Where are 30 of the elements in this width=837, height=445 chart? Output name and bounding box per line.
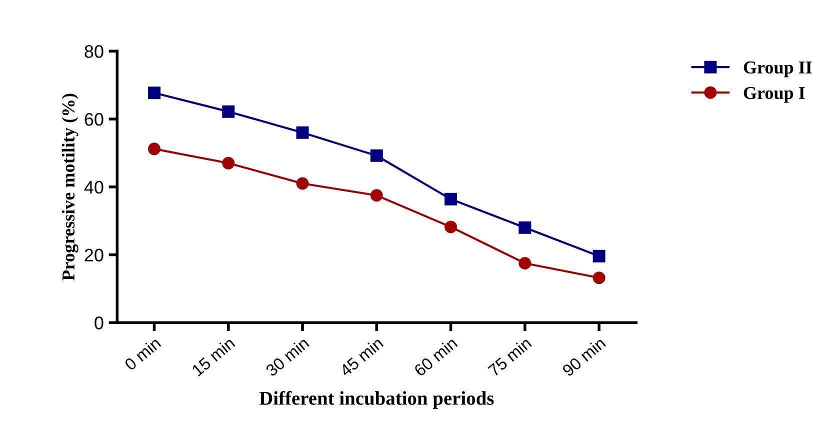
x-tick-label: 75 min [487, 336, 532, 377]
y-tick-label: 20 [84, 248, 104, 262]
x-axis-title: Different incubation periods [259, 390, 494, 409]
point [370, 149, 383, 162]
y-tick-label: 80 [84, 45, 104, 58]
point [444, 220, 458, 234]
x-tick-label: 60 min [413, 336, 458, 377]
y-tick-label: 0 [94, 316, 104, 330]
point [370, 189, 383, 202]
legend-label: Group I [744, 86, 805, 103]
point [148, 142, 160, 156]
point [296, 177, 309, 190]
point [222, 156, 235, 170]
point [296, 126, 309, 139]
x-tick-label: 90 min [561, 336, 606, 377]
x-tick-label: 30 min [264, 336, 310, 377]
x-tick-label: 0 min [124, 336, 162, 371]
point [148, 86, 160, 100]
y-axis-title: Progressive motility (%) [62, 94, 78, 281]
point [222, 105, 235, 118]
point [444, 192, 458, 206]
point [592, 272, 606, 284]
point [518, 256, 532, 270]
y-tick-label: 40 [84, 180, 104, 194]
point [592, 250, 606, 262]
point [518, 221, 532, 234]
legend-label: Group II [744, 61, 812, 78]
x-tick-label: 15 min [191, 336, 236, 377]
y-tick-label: 60 [84, 112, 104, 126]
x-tick-label: 45 min [338, 336, 384, 378]
